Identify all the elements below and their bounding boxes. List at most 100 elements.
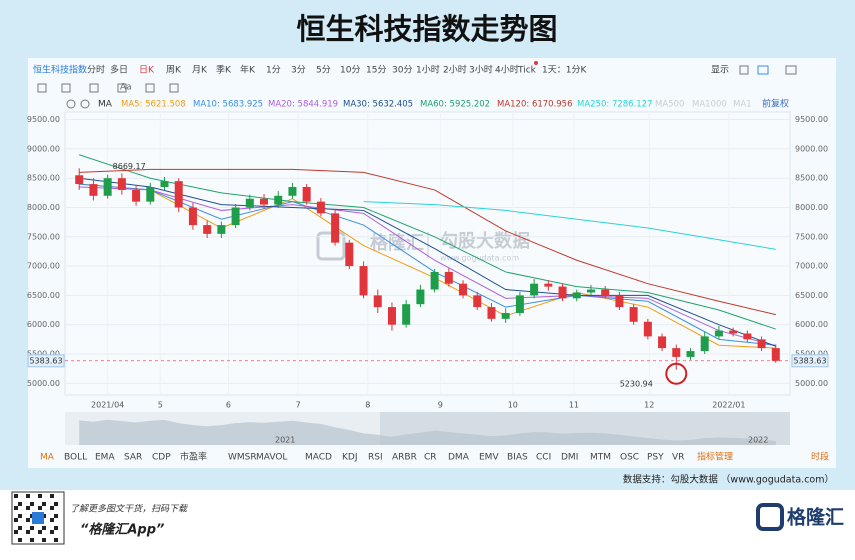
toolbar-text: Aa bbox=[120, 83, 132, 93]
toolbar-item[interactable]: 年K bbox=[240, 64, 256, 76]
candle-body bbox=[473, 295, 482, 308]
indicator-tab[interactable]: RSI bbox=[368, 453, 383, 463]
indicator-tab[interactable]: MAVOL bbox=[256, 453, 287, 463]
logo-mark bbox=[756, 503, 784, 531]
indicator-tab[interactable]: 市盈率 bbox=[180, 451, 207, 463]
y2-tick-label: 5000.00 bbox=[795, 379, 828, 388]
toolbar-item[interactable]: 1天：1分K bbox=[542, 65, 587, 76]
toolbar-item[interactable]: 2小时 bbox=[443, 64, 467, 76]
highlight-circle bbox=[665, 362, 688, 385]
y-tick-label: 9000.00 bbox=[27, 144, 60, 153]
navigator-area bbox=[79, 419, 776, 445]
indicator-tab[interactable]: DMI bbox=[561, 453, 578, 463]
y-tick-label: 8500.00 bbox=[27, 174, 60, 183]
candle-body bbox=[89, 184, 98, 196]
navigator-label: 2022 bbox=[748, 436, 768, 445]
indicator-tab[interactable]: WMSR bbox=[228, 453, 257, 463]
legend-entry-inactive: MA500 bbox=[655, 100, 684, 110]
qr-cell bbox=[26, 506, 30, 510]
toolbar-icons bbox=[37, 65, 797, 109]
candle-body bbox=[217, 225, 226, 234]
y-tick-label: 9500.00 bbox=[27, 115, 60, 124]
toolbar-item[interactable]: 月K bbox=[192, 65, 208, 76]
x-tick-label: 9 bbox=[438, 401, 443, 410]
indicator-tab[interactable]: CR bbox=[424, 453, 437, 463]
y-tick-label: 7000.00 bbox=[27, 262, 60, 271]
indicator-tab[interactable]: SAR bbox=[124, 453, 142, 463]
candle-body bbox=[359, 266, 368, 296]
toolbar-item[interactable]: 5分 bbox=[316, 65, 331, 76]
indicator-tab[interactable]: MTM bbox=[590, 453, 611, 463]
toolbar-item[interactable]: 多日 bbox=[110, 64, 128, 76]
indicator-tab[interactable]: CDP bbox=[152, 453, 171, 463]
candle-body bbox=[729, 330, 738, 334]
candle-body bbox=[771, 348, 780, 361]
indicator-tab[interactable]: KDJ bbox=[342, 453, 358, 463]
candle-body bbox=[714, 330, 723, 337]
toolbar-item[interactable]: 3小时 bbox=[469, 64, 493, 76]
indicator-tab[interactable]: CCI bbox=[536, 453, 551, 463]
indicator-tab[interactable]: MACD bbox=[305, 453, 332, 463]
qr-cell bbox=[50, 494, 54, 498]
legend-entry: MA5: 5621.508 bbox=[121, 100, 186, 110]
low-annotation: 5230.94 bbox=[620, 379, 653, 388]
legend-entry: MA60: 5925.202 bbox=[420, 100, 490, 110]
watermark-text: 勾股大数据 bbox=[440, 230, 530, 252]
ma-label: MA bbox=[98, 100, 113, 110]
indicator-tab[interactable]: MA bbox=[40, 453, 55, 463]
x-tick-label: 8 bbox=[365, 401, 370, 410]
qr-cell bbox=[18, 502, 22, 506]
candle-body bbox=[402, 304, 411, 325]
qr-cell bbox=[54, 502, 58, 506]
legend-entry: MA250: 7286.127 bbox=[577, 100, 653, 110]
indicator-tab[interactable]: DMA bbox=[448, 453, 470, 463]
toolbar-item[interactable]: 分时 bbox=[87, 64, 105, 76]
qr-cell bbox=[26, 530, 30, 534]
indicator-tab[interactable]: BIAS bbox=[507, 453, 528, 463]
indicator-tab[interactable]: PSY bbox=[647, 453, 664, 463]
candle-body bbox=[700, 336, 709, 352]
qr-cell bbox=[14, 530, 18, 534]
toolbar-item[interactable]: 周K bbox=[166, 65, 182, 76]
last-price-label: 5383.63 bbox=[793, 356, 826, 365]
indicator-tab[interactable]: BOLL bbox=[64, 453, 87, 463]
indicator-tab[interactable]: OSC bbox=[620, 453, 639, 463]
candle-body bbox=[245, 198, 254, 208]
qr-cell bbox=[50, 518, 54, 522]
indicator-tab[interactable]: 时段 bbox=[811, 451, 829, 463]
legend-entry: MA20: 5844.919 bbox=[268, 100, 338, 110]
candle-body bbox=[345, 242, 354, 267]
adjust-button[interactable]: 前复权 bbox=[762, 98, 789, 110]
toolbar-item[interactable]: 10分 bbox=[340, 65, 360, 76]
y-tick-label: 6000.00 bbox=[27, 320, 60, 329]
display-button[interactable]: 显示 bbox=[711, 65, 729, 76]
toolbar-item[interactable]: 15分 bbox=[366, 65, 386, 76]
toolbar-item[interactable]: 日K bbox=[139, 65, 155, 76]
qr-cell bbox=[50, 530, 54, 534]
candle-body bbox=[160, 181, 169, 187]
candle-body bbox=[373, 295, 382, 308]
toolbar-item[interactable]: 30分 bbox=[392, 65, 412, 76]
indicator-tab[interactable]: ARBR bbox=[392, 453, 417, 463]
toolbar-item[interactable]: 1小时 bbox=[416, 64, 440, 76]
toolbar-item[interactable]: 1分 bbox=[266, 65, 281, 76]
indicator-tab[interactable]: EMA bbox=[95, 453, 115, 463]
qr-cell bbox=[30, 526, 34, 530]
indicator-tab[interactable]: VR bbox=[672, 453, 684, 463]
indicator-tab[interactable]: EMV bbox=[479, 453, 499, 463]
toolbar-item[interactable]: 4小时 bbox=[495, 64, 519, 76]
indicator-tab[interactable]: 指标管理 bbox=[697, 451, 733, 463]
candle-body bbox=[331, 213, 340, 243]
legend-entry: MA120: 6170.956 bbox=[497, 100, 573, 110]
y2-tick-label: 6500.00 bbox=[795, 291, 828, 300]
logo-text: 格隆汇 bbox=[787, 506, 844, 529]
qr-cell bbox=[38, 494, 42, 498]
toolbar-item[interactable]: 季K bbox=[216, 64, 232, 76]
x-tick-label: 12 bbox=[644, 401, 654, 410]
toolbar-item[interactable]: 3分 bbox=[291, 65, 306, 76]
x-tick-label: 2021/04 bbox=[91, 401, 124, 410]
toolbar-item[interactable]: Tick bbox=[517, 66, 537, 76]
toolbar-item[interactable]: 恒生科技指数 bbox=[33, 64, 87, 76]
candle-body bbox=[146, 186, 155, 202]
candle-body bbox=[274, 195, 283, 205]
